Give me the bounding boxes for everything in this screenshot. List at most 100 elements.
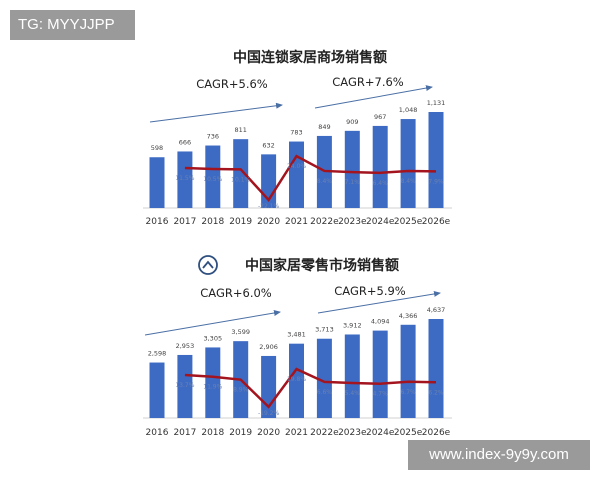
chevron-up-circle-icon: [198, 255, 218, 275]
bar: [177, 354, 193, 418]
growth-label: 13.7%: [175, 382, 194, 389]
value-label: 849: [318, 123, 330, 131]
bar: [316, 338, 332, 418]
bar: [428, 112, 444, 208]
watermark-bottom-right: www.index-9y9y.com: [408, 440, 590, 470]
value-label: 811: [234, 126, 246, 134]
x-tick-label: 2020: [257, 217, 280, 227]
trend-arrow: [314, 85, 433, 109]
chart-2: 中国家居零售市场销售额 CAGR+6.0% CAGR+5.9% 2,598 2016 2,…: [143, 255, 452, 438]
x-tick-label: 2022e: [310, 217, 339, 227]
value-label: 632: [262, 141, 274, 149]
chart-title: 中国连锁家居商场销售额: [233, 49, 387, 66]
value-label: 2,953: [176, 342, 195, 350]
x-tick-label: 2026e: [422, 217, 451, 227]
value-label: 3,912: [343, 321, 362, 329]
growth-label: 11.5%: [175, 175, 194, 182]
growth-label: 6.4%: [373, 180, 389, 187]
chart-title: 中国家居零售市场销售额: [245, 257, 399, 274]
bar: [149, 157, 165, 208]
value-label: 736: [207, 133, 219, 141]
x-tick-label: 2016: [146, 217, 169, 227]
cagr-label: CAGR+5.6%: [196, 77, 268, 91]
bar: [372, 125, 388, 208]
bar: [233, 139, 249, 208]
bar: [149, 362, 165, 418]
value-label: 3,481: [287, 331, 306, 339]
growth-label: 8.9%: [233, 387, 249, 394]
bar: [344, 334, 360, 418]
bar: [177, 151, 193, 208]
bar: [289, 343, 304, 418]
x-tick-label: 2016: [146, 428, 169, 438]
trend-arrow: [149, 102, 283, 123]
growth-label: 6.6%: [317, 389, 333, 396]
growth-label: 7.1%: [345, 179, 361, 186]
bar: [428, 319, 444, 418]
growth-label: 10.1%: [231, 176, 250, 183]
growth-label: 24.0%: [287, 163, 306, 170]
value-label: 3,713: [315, 326, 334, 334]
icon-circle: [198, 255, 218, 275]
growth-label: -19.2%: [258, 410, 280, 417]
x-tick-label: 2023e: [338, 217, 367, 227]
value-label: 1,131: [427, 99, 446, 107]
value-label: 598: [151, 144, 163, 152]
bar: [205, 347, 221, 418]
growth-label: 6.2%: [428, 389, 444, 396]
value-label: 666: [179, 138, 191, 146]
growth-label: 8.4%: [317, 178, 333, 185]
x-tick-label: 2017: [173, 217, 196, 227]
growth-label: 6.7%: [400, 389, 416, 396]
value-label: 1,048: [399, 106, 418, 114]
x-tick-label: 2023e: [338, 428, 367, 438]
bar: [344, 130, 360, 208]
value-label: 3,599: [231, 328, 250, 336]
growth-label: 7.9%: [428, 178, 444, 185]
x-tick-label: 2019: [229, 428, 252, 438]
bar: [372, 330, 388, 418]
bar: [400, 119, 416, 208]
x-tick-label: 2026e: [422, 428, 451, 438]
growth-label: 11.9%: [203, 384, 222, 391]
x-tick-label: 2018: [201, 428, 224, 438]
growth-label: 5.4%: [345, 390, 361, 397]
trend-arrow: [144, 310, 281, 336]
value-label: 967: [374, 113, 386, 121]
value-label: 4,637: [427, 306, 446, 314]
x-tick-label: 2024e: [366, 428, 395, 438]
x-tick-label: 2020: [257, 428, 280, 438]
value-label: 909: [346, 118, 358, 126]
x-tick-label: 2025e: [394, 428, 423, 438]
growth-label: 4.7%: [373, 391, 389, 398]
growth-label: 8.4%: [400, 178, 416, 185]
x-tick-label: 2025e: [394, 217, 423, 227]
bar: [205, 145, 221, 208]
x-tick-label: 2019: [229, 217, 252, 227]
bar: [289, 141, 304, 208]
growth-label: 19.8%: [287, 376, 306, 383]
growth-line: [184, 154, 437, 202]
cagr-label: CAGR+6.0%: [200, 286, 272, 300]
trend-arrow: [317, 291, 441, 314]
cagr-label: CAGR+7.6%: [332, 75, 404, 89]
x-tick-label: 2021: [285, 217, 308, 227]
x-tick-label: 2021: [285, 428, 308, 438]
growth-label: -22.1%: [258, 203, 280, 210]
growth-label: 10.5%: [203, 176, 222, 183]
cagr-label: CAGR+5.9%: [334, 284, 406, 298]
value-label: 4,366: [399, 312, 418, 320]
growth-line: [184, 367, 437, 409]
watermark-top-left: TG: MYYJJPP: [10, 10, 135, 40]
x-tick-label: 2018: [201, 217, 224, 227]
value-label: 4,094: [371, 318, 390, 326]
chart-1: 中国连锁家居商场销售额 CAGR+5.6% CAGR+7.6% 598 2016 666 2…: [143, 49, 452, 227]
value-label: 3,305: [203, 334, 222, 342]
bar: [400, 324, 416, 418]
value-label: 2,906: [259, 343, 278, 351]
bar: [261, 355, 277, 418]
x-tick-label: 2022e: [310, 428, 339, 438]
icon-chevron: [202, 260, 214, 269]
x-tick-label: 2017: [173, 428, 196, 438]
